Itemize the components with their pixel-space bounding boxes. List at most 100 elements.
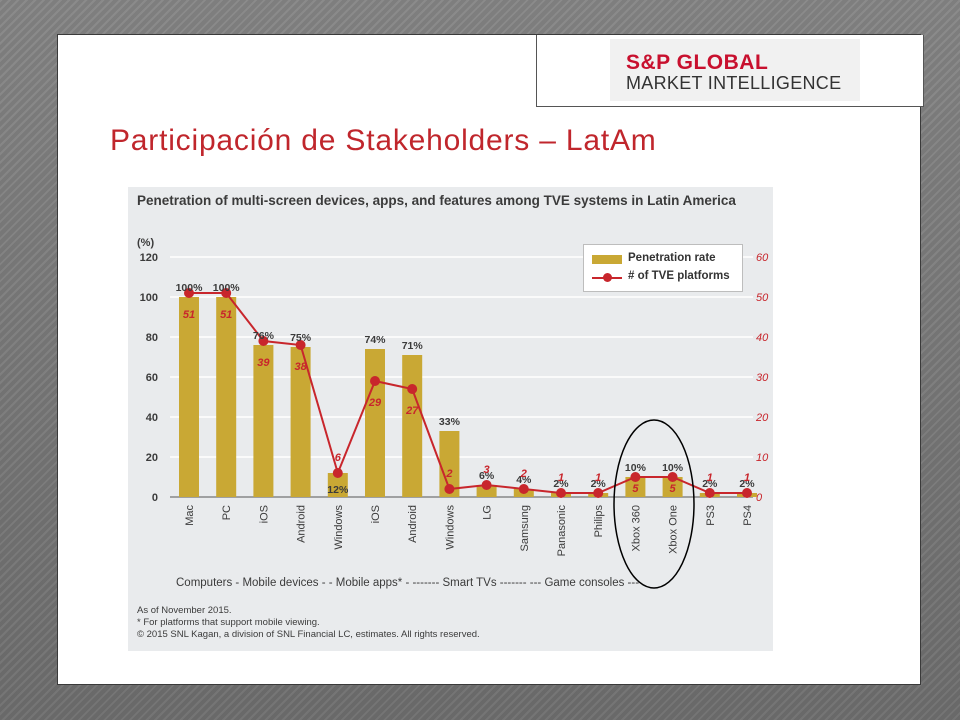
y2-tick-label: 60 <box>756 252 769 264</box>
line-point <box>444 484 455 494</box>
x-category-label: Panasonic <box>556 505 568 557</box>
chart-legend: Penetration rate # of TVE platforms <box>583 244 743 292</box>
legend-dot-swatch <box>603 273 612 282</box>
bar <box>365 349 385 497</box>
x-category-label: Xbox 360 <box>630 505 642 551</box>
line-value-label: 2 <box>520 468 527 480</box>
line-point <box>370 376 380 386</box>
line-point <box>184 288 194 298</box>
line-value-label: 38 <box>294 361 307 373</box>
chart-title: Penetration of multi-screen devices, app… <box>137 193 736 208</box>
y-tick-label: 120 <box>140 252 158 264</box>
y-tick-label: 0 <box>152 492 158 504</box>
bar-value-label: 6% <box>479 470 495 482</box>
category-groups: Computers - Mobile devices - - Mobile ap… <box>176 577 640 589</box>
y2-tick-label: 20 <box>755 412 769 424</box>
y2-tick-label: 0 <box>756 492 763 504</box>
line-point <box>221 288 232 298</box>
bar-value-label: 76% <box>253 330 275 342</box>
line-point <box>295 340 306 350</box>
company-logo: S&P GLOBAL MARKET INTELLIGENCE <box>610 39 860 101</box>
x-category-label: PS4 <box>742 505 754 526</box>
x-category-label: PS3 <box>705 505 717 526</box>
line-point <box>667 472 678 482</box>
bar-value-label: 4% <box>516 474 532 486</box>
footnote-mobile: * For platforms that support mobile view… <box>137 617 320 628</box>
bar <box>439 431 460 497</box>
line-point <box>742 488 752 498</box>
bar-value-label: 2% <box>739 478 755 490</box>
line-value-label: 6 <box>335 452 342 464</box>
line-point <box>556 488 566 498</box>
x-category-label: Philips <box>593 505 605 538</box>
line-point <box>704 488 715 498</box>
x-category-label: PC <box>221 505 233 520</box>
bar-value-label: 100% <box>176 282 204 294</box>
x-category-label: Android <box>296 505 308 543</box>
logo-line-1: S&P GLOBAL <box>626 51 769 74</box>
slide-title: Participación de Stakeholders – LatAm <box>110 124 657 157</box>
bar <box>216 297 237 497</box>
series-line <box>189 292 747 494</box>
x-category-label: LG <box>482 505 494 520</box>
line-value-label: 51 <box>220 309 232 321</box>
x-category-label: iOS <box>370 505 382 523</box>
highlight-ellipse <box>613 419 695 589</box>
line-value-label: 39 <box>257 357 270 369</box>
footnote-copyright: © 2015 SNL Kagan, a division of SNL Fina… <box>137 629 480 640</box>
y-tick-label: 40 <box>146 412 158 424</box>
logo-box: S&P GLOBAL MARKET INTELLIGENCE <box>536 35 924 107</box>
line-value-label: 3 <box>484 464 490 476</box>
legend-bar-swatch <box>592 255 622 264</box>
bar-value-label: 71% <box>402 340 424 352</box>
line-value-label: 1 <box>558 472 564 484</box>
line-point <box>518 484 529 494</box>
line-point <box>630 472 641 482</box>
bar-value-label: 10% <box>625 462 647 474</box>
bar-value-label: 74% <box>364 334 386 346</box>
y2-tick-label: 30 <box>756 372 769 384</box>
x-category-label: Xbox One <box>668 505 680 554</box>
legend-label-line: # of TVE platforms <box>628 270 730 282</box>
line-value-label: 1 <box>595 472 601 484</box>
footnote-date: As of November 2015. <box>137 605 232 616</box>
y2-tick-label: 10 <box>756 452 769 464</box>
line-value-label: 1 <box>744 472 750 484</box>
line-value-label: 51 <box>183 309 195 321</box>
line-value-label: 5 <box>670 483 677 495</box>
bar <box>327 473 348 497</box>
line-value-label: 2 <box>445 468 452 480</box>
bar <box>253 345 274 497</box>
line-value-label: 1 <box>707 472 713 484</box>
logo-line-2: MARKET INTELLIGENCE <box>626 73 842 93</box>
x-category-label: Mac <box>184 505 196 526</box>
line-point <box>258 336 269 346</box>
legend-label-bars: Penetration rate <box>628 252 716 264</box>
bar-value-label: 12% <box>327 484 349 496</box>
line-point <box>481 480 492 490</box>
bar-value-label: 10% <box>662 462 684 474</box>
bar <box>179 297 199 497</box>
line-point <box>593 488 604 498</box>
line-value-label: 5 <box>632 483 639 495</box>
chart-panel: Penetration of multi-screen devices, app… <box>128 187 773 651</box>
y-tick-label: 80 <box>146 332 158 344</box>
line-value-label: 29 <box>368 397 382 409</box>
y2-tick-label: 40 <box>756 332 769 344</box>
bar <box>476 485 497 497</box>
bar-value-label: 33% <box>439 416 461 428</box>
x-category-label: Samsung <box>519 505 531 551</box>
x-category-label: Android <box>407 505 419 543</box>
bar <box>625 477 646 497</box>
line-point <box>407 384 418 394</box>
y-tick-label: 100 <box>140 292 158 304</box>
bar-value-label: 100% <box>213 282 241 294</box>
bar-value-label: 2% <box>591 478 607 490</box>
y-tick-label: 20 <box>146 452 158 464</box>
y-axis-unit: (%) <box>137 237 154 249</box>
bar-value-label: 2% <box>702 478 718 490</box>
x-category-label: iOS <box>258 505 270 523</box>
y-tick-label: 60 <box>146 372 158 384</box>
bar-value-label: 2% <box>553 478 569 490</box>
bar-value-label: 75% <box>290 332 312 344</box>
